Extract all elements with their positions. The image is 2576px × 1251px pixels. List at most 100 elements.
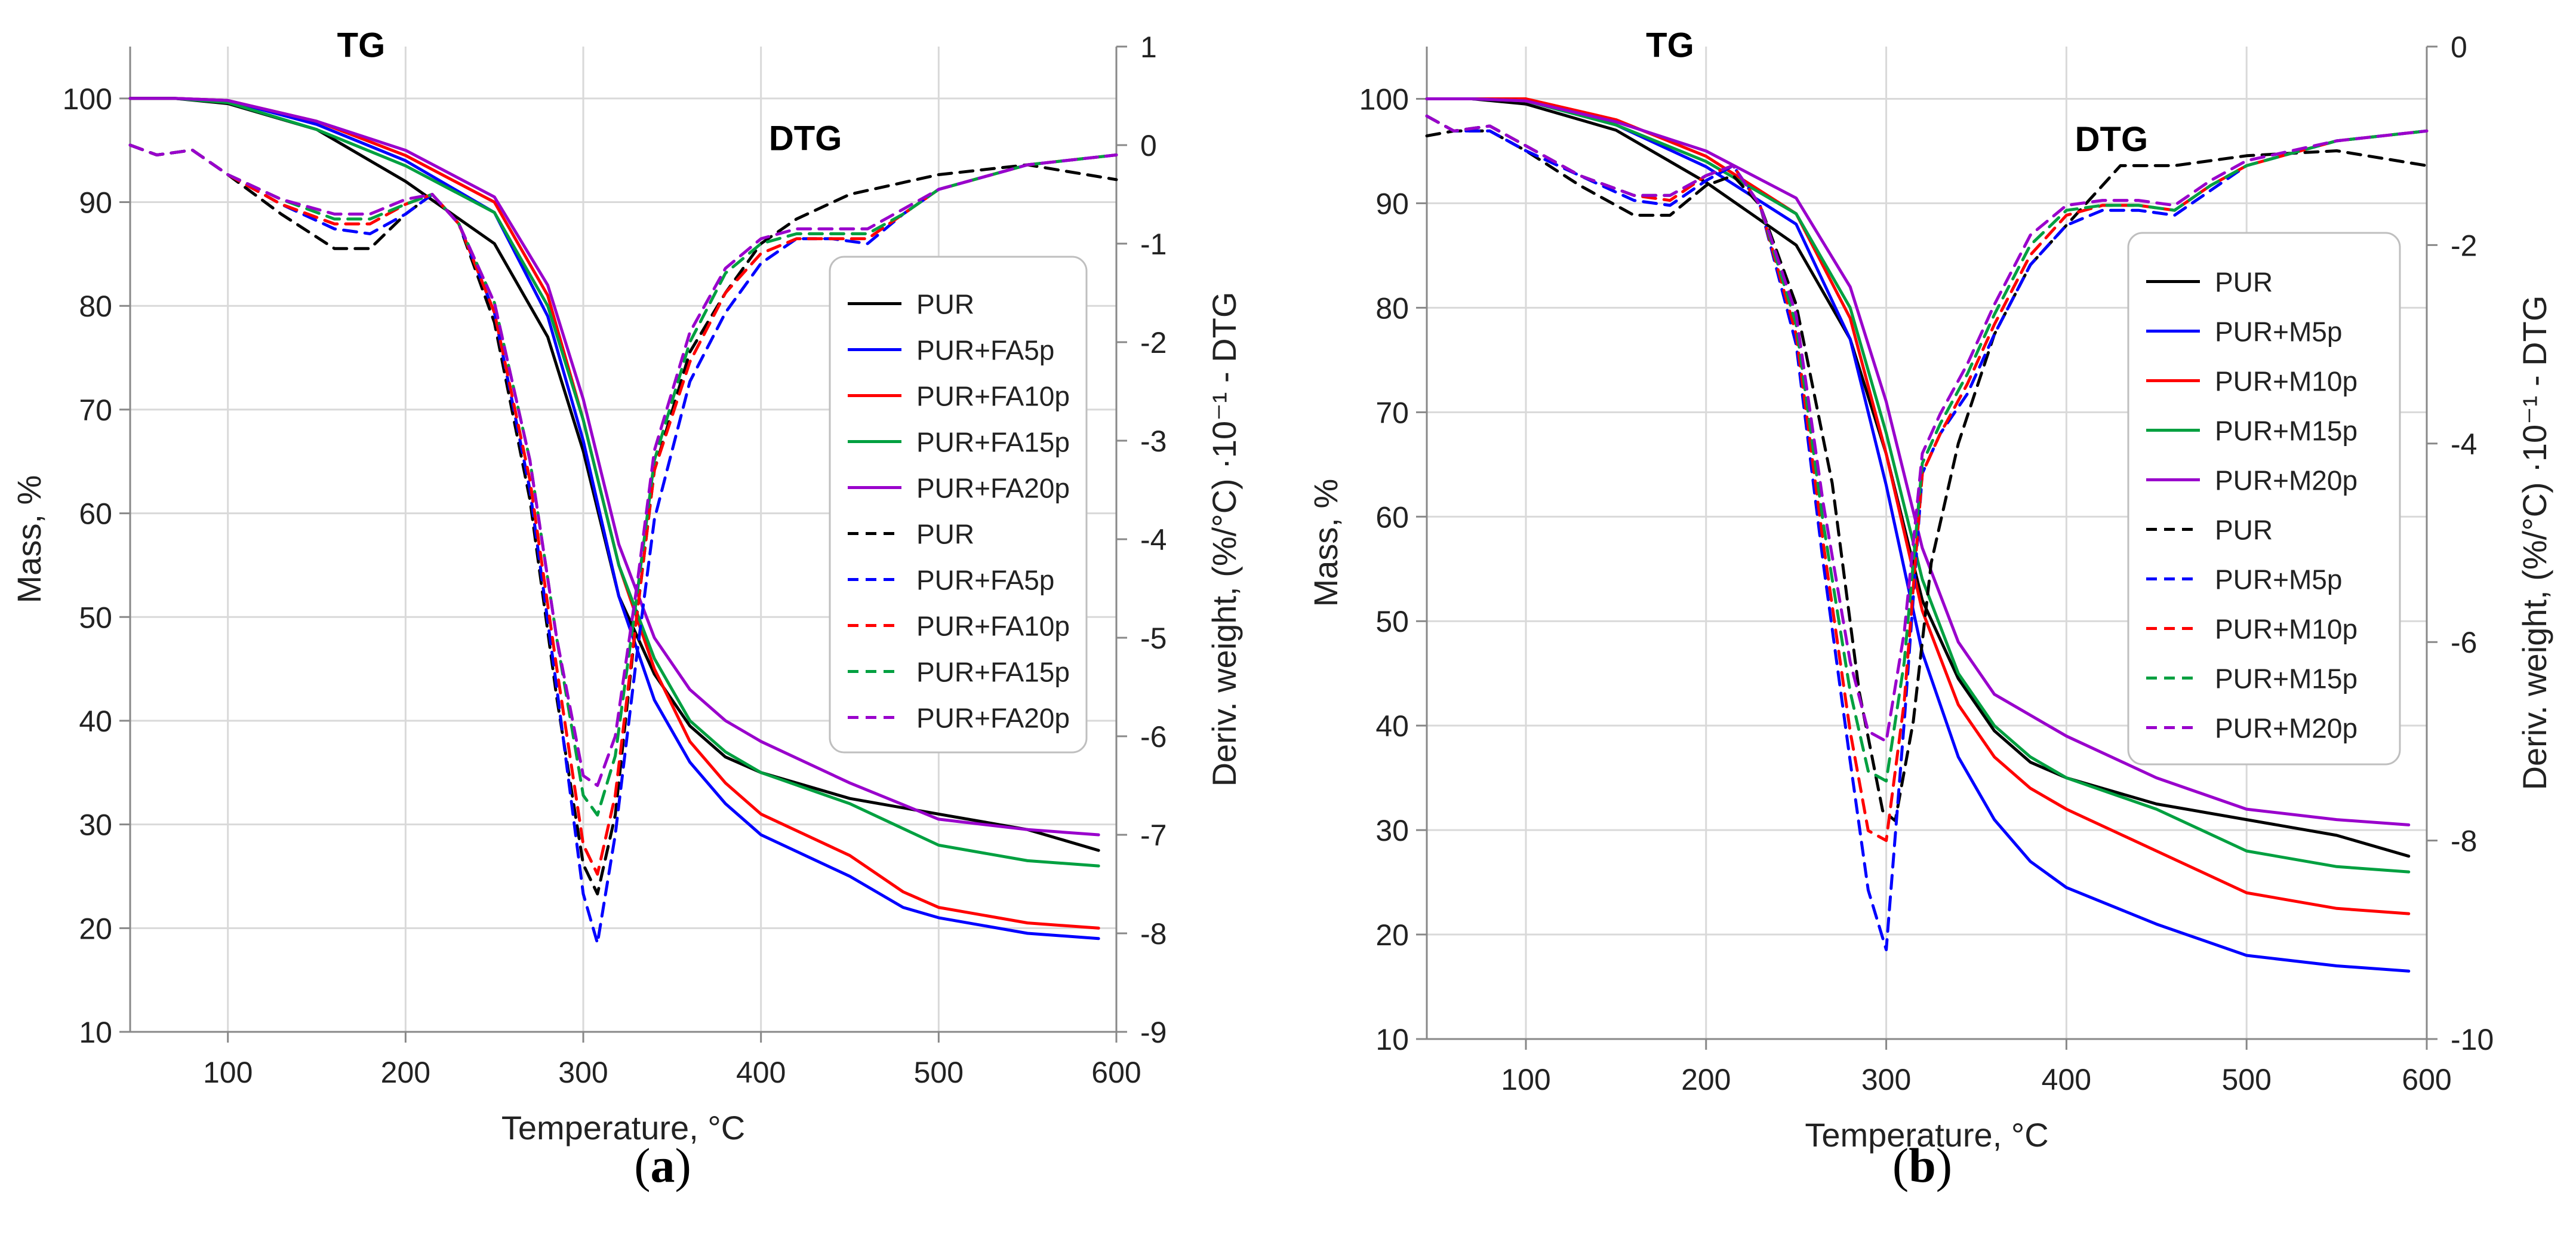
panel-b-y2tick-label-1: -8 [2451,825,2477,858]
panel-a-ytick-label-2: 30 [79,809,112,842]
panel-b-legend-label-4: PUR+M20p [2215,465,2358,496]
panel-a-ytick-label-7: 80 [79,290,112,323]
panel-a-ytick-label-4: 50 [79,601,112,634]
panel-a-xtick-label-0: 100 [203,1056,253,1089]
panel-b-y2tick-label-2: -6 [2451,626,2477,659]
panel-a-legend-label-2: PUR+FA10p [916,381,1070,412]
panel-b-legend-label-8: PUR+M15p [2215,663,2358,694]
panel-b-ytick-label-4: 50 [1375,605,1409,638]
panel-b-ytick-label-0: 10 [1375,1023,1409,1056]
panel-b-ytick-label-8: 90 [1375,187,1409,220]
panel-a-ytick-label-5: 60 [79,497,112,531]
panel-a-y2tick-label-10: 1 [1140,30,1157,64]
panel-a-xtick-label-3: 400 [736,1056,786,1089]
panel-b-ytick-label-1: 20 [1375,918,1409,952]
panel-b-legend-label-1: PUR+M5p [2215,316,2342,348]
panel-a-y2tick-label-7: -2 [1140,326,1167,359]
panel-a-y2tick-label-0: -9 [1140,1016,1167,1049]
panel-a-ytick-label-8: 90 [79,186,112,220]
panel-a-xtick-label-1: 200 [381,1056,430,1089]
panel-b-xtick-label-0: 100 [1501,1063,1550,1096]
panel-b-xtick-label-2: 300 [1861,1063,1911,1096]
panel-a-series-6-line [128,143,1118,945]
panel-b-xtick-label-4: 500 [2221,1063,2271,1096]
panel-b-y2label: Deriv. weight, (%/°C) ·10⁻¹ - DTG [2516,296,2553,791]
panel-b-series-6-line [1425,114,2429,951]
panel-b-series-0-line [1425,97,2411,858]
panel-a-ytick-label-1: 20 [79,912,112,945]
panel-a-ylabel: Mass, % [10,475,48,604]
panel-a-legend-label-4: PUR+FA20p [916,473,1070,504]
panel-a-y2label: Deriv. weight, (%/°C) ·10⁻¹ - DTG [1205,292,1243,787]
panel-a-legend-label-0: PUR [916,289,974,320]
panel-b-xtick-label-3: 400 [2042,1063,2091,1096]
panel-a-ytick-label-3: 40 [79,705,112,738]
panel-b-ytick-label-6: 70 [1375,396,1409,429]
panel-a-legend-label-8: PUR+FA15p [916,657,1070,688]
panel-b-ytick-label-7: 80 [1375,291,1409,325]
panel-a-y2tick-label-6: -3 [1140,425,1167,458]
panel-a-series-7-line [128,143,1118,876]
panel-b-legend-label-3: PUR+M15p [2215,416,2358,447]
panel-b-y2tick-label-5: 0 [2451,30,2467,64]
panel-a-y2tick-label-4: -5 [1140,622,1167,655]
panel-b-annotation-1: DTG [2075,120,2148,159]
panel-b-series-3-line [1425,97,2411,874]
panel-b-legend-box [2127,232,2401,766]
panel-label-a: (a) [634,1138,691,1192]
panel-a-legend-label-7: PUR+FA10p [916,611,1070,642]
panel-a-legend-label-9: PUR+FA20p [916,703,1070,734]
panel-a-annotation-0: TG [337,26,386,64]
panel-b-ylabel: Mass, % [1307,479,1344,607]
panel-b-ytick-label-9: 100 [1359,82,1409,116]
panel-label-a-text: a [650,1138,675,1192]
panel-a-series-9-line [128,143,1118,787]
panel-b-ytick-label-5: 60 [1375,500,1409,534]
panel-a-ytick-label-6: 70 [79,394,112,427]
panel-label-b: (b) [1892,1138,1953,1192]
panel-a-ytick-label-0: 10 [79,1016,112,1049]
panel-a-series-8-line [128,143,1118,817]
panel-a-legend-label-5: PUR [916,519,974,550]
panel-a-y2tick-label-2: -7 [1140,819,1167,852]
panel-a-legend-box [829,256,1088,754]
panel-b-xtick-label-1: 200 [1681,1063,1731,1096]
panel-b-xtick-label-5: 600 [2402,1063,2451,1096]
panel-a-xtick-label-2: 300 [558,1056,608,1089]
panel-a-ytick-label-9: 100 [63,82,112,116]
panel-b-series-5-line [1425,129,2429,822]
panel-b-xlabel: Temperature, °C [1805,1116,2048,1154]
panel-a-y2tick-label-3: -6 [1140,720,1167,754]
panel-b-legend-label-7: PUR+M10p [2215,614,2358,645]
panel-label-b-text: b [1909,1138,1936,1192]
panel-b-series-2-line [1425,97,2411,915]
panel-b-legend-label-5: PUR [2215,515,2273,546]
panel-b-legend-label-2: PUR+M10p [2215,366,2358,397]
panel-b-legend-label-6: PUR+M5p [2215,564,2342,595]
panel-a-xtick-label-5: 600 [1091,1056,1141,1089]
panel-a-series-3-line [128,97,1100,868]
panel-b-legend-label-0: PUR [2215,267,2273,298]
panel-b-legend-label-9: PUR+M20p [2215,713,2358,744]
panel-b-y2tick-label-3: -4 [2451,428,2477,461]
panel-b-series-4-line [1425,97,2411,826]
panel-b-annotation-0: TG [1646,26,1694,64]
panel-a-legend-label-6: PUR+FA5p [916,565,1054,596]
panel-a-y2tick-label-9: 0 [1140,129,1157,162]
panel-a-legend-label-1: PUR+FA5p [916,335,1054,366]
panel-b-ytick-label-2: 30 [1375,814,1409,847]
panel-a-xlabel: Temperature, °C [501,1109,745,1147]
panel-a-series-4-line [128,97,1100,837]
panel-a-y2tick-label-8: -1 [1140,228,1167,261]
panel-a-xtick-label-4: 500 [914,1056,964,1089]
panel-b-ytick-label-3: 40 [1375,709,1409,743]
panel-b-y2tick-label-4: -2 [2451,229,2477,262]
panel-b-y2tick-label-0: -10 [2451,1023,2494,1056]
panel-b-series-8-line [1425,114,2429,783]
panel-a-y2tick-label-1: -8 [1140,917,1167,951]
panel-a-series-5-line [128,143,1118,896]
panel-a-annotation-1: DTG [769,119,842,158]
panel-a-legend-label-3: PUR+FA15p [916,427,1070,458]
panel-a-y2tick-label-5: -4 [1140,523,1167,557]
